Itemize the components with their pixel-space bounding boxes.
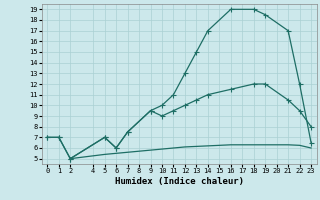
X-axis label: Humidex (Indice chaleur): Humidex (Indice chaleur)	[115, 177, 244, 186]
